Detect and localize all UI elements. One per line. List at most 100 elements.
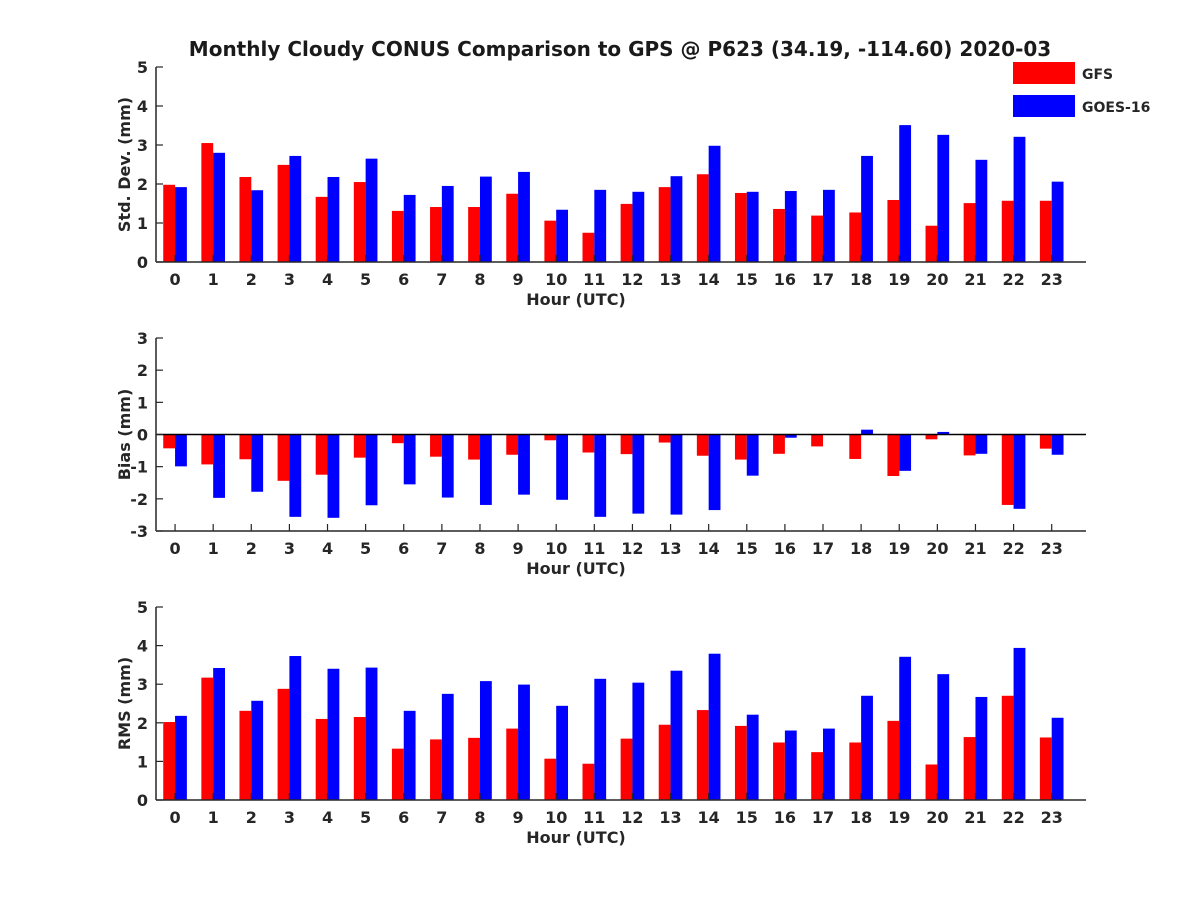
rms-xtick-label: 13 [659, 808, 681, 827]
rms-bar-goes16-hour-10 [556, 705, 569, 800]
bias-bar-gfs-hour-1 [201, 434, 214, 465]
bias-bar-gfs-hour-20 [925, 434, 938, 440]
rms-bar-gfs-hour-2 [239, 710, 252, 800]
std-dev-bar-gfs-hour-20 [925, 225, 938, 262]
rms-bar-goes16-hour-3 [289, 656, 302, 800]
rms-bar-goes16-hour-21 [975, 696, 988, 800]
std-dev-bar-gfs-hour-17 [811, 215, 824, 262]
bias-xtick-label: 3 [284, 539, 295, 558]
std-dev-xtick-label: 7 [436, 270, 447, 289]
rms-xtick-label: 21 [964, 808, 986, 827]
rms-bar-goes16-hour-22 [1013, 647, 1026, 800]
std-dev-bar-goes16-hour-17 [823, 189, 835, 262]
bias-bar-gfs-hour-23 [1039, 434, 1052, 449]
bias-bar-goes16-hour-3 [289, 434, 302, 517]
legend-label-goes16: GOES-16 [1082, 100, 1150, 116]
rms-xtick-label: 12 [621, 808, 643, 827]
bias-xtick-label: 2 [246, 539, 257, 558]
std-dev-ytick-label: 4 [137, 97, 148, 116]
rms-bar-gfs-hour-0 [163, 722, 176, 800]
std-dev-bar-goes16-hour-13 [670, 176, 683, 262]
bias-xtick-label: 21 [964, 539, 986, 558]
bias-xtick-label: 1 [208, 539, 219, 558]
std-dev-bar-goes16-hour-14 [708, 145, 721, 262]
bias-bar-gfs-hour-8 [468, 434, 480, 460]
rms-ytick-label: 0 [137, 791, 148, 810]
std-dev-bar-gfs-hour-4 [315, 196, 328, 262]
std-dev-xtick-label: 9 [513, 270, 524, 289]
rms-bar-gfs-hour-10 [544, 758, 557, 800]
std-dev-bar-goes16-hour-18 [861, 155, 873, 262]
std-dev-xtick-label: 14 [698, 270, 720, 289]
std-dev-bar-gfs-hour-21 [963, 203, 976, 262]
rms-bar-gfs-hour-6 [391, 748, 404, 800]
bias-bar-gfs-hour-3 [277, 434, 290, 481]
rms-xtick-label: 11 [583, 808, 605, 827]
rms-bar-gfs-hour-23 [1039, 737, 1052, 800]
std-dev-xtick-label: 22 [1002, 270, 1024, 289]
std-dev-bar-gfs-hour-11 [582, 232, 595, 262]
std-dev-ytick-label: 0 [137, 253, 148, 272]
std-dev-bar-gfs-hour-8 [468, 207, 480, 262]
bias-xtick-label: 10 [545, 539, 567, 558]
std-dev-bar-gfs-hour-0 [163, 184, 176, 262]
rms-bar-gfs-hour-16 [773, 742, 785, 800]
rms-bar-gfs-hour-17 [811, 752, 824, 800]
rms-bar-gfs-hour-3 [277, 688, 290, 800]
std-dev-bar-goes16-hour-16 [784, 191, 797, 262]
bias-ytick-label: -2 [130, 490, 148, 509]
rms-xtick-label: 4 [322, 808, 333, 827]
rms-bar-goes16-hour-13 [670, 670, 683, 800]
std-dev-ytick-label: 5 [137, 58, 148, 77]
legend-swatch-gfs [1013, 62, 1075, 84]
bias-bar-gfs-hour-11 [582, 434, 595, 453]
bias-bar-goes16-hour-12 [632, 434, 645, 514]
rms-xtick-label: 19 [888, 808, 910, 827]
bias-xtick-label: 0 [169, 539, 180, 558]
std-dev-bar-goes16-hour-8 [479, 176, 492, 262]
bias-bar-goes16-hour-19 [899, 434, 912, 471]
std-dev-bar-goes16-hour-22 [1013, 136, 1026, 262]
bias-bar-goes16-hour-14 [708, 434, 721, 511]
bias-bar-goes16-hour-20 [937, 431, 950, 435]
std-dev-bar-goes16-hour-11 [594, 189, 607, 262]
rms-xlabel: Hour (UTC) [526, 828, 626, 847]
std-dev-xtick-label: 5 [360, 270, 371, 289]
bias-xlabel: Hour (UTC) [526, 559, 626, 578]
std-dev-bar-gfs-hour-16 [773, 208, 785, 262]
bias-bar-gfs-hour-21 [963, 434, 976, 456]
bias-bar-gfs-hour-10 [544, 434, 557, 441]
std-dev-xtick-label: 17 [812, 270, 834, 289]
bias-xtick-label: 8 [474, 539, 485, 558]
bias-xtick-label: 15 [736, 539, 758, 558]
rms-xtick-label: 18 [850, 808, 872, 827]
rms-bar-gfs-hour-5 [353, 717, 366, 800]
bias-bar-goes16-hour-4 [327, 434, 340, 518]
std-dev-ylabel: Std. Dev. (mm) [115, 97, 134, 232]
std-dev-bar-goes16-hour-15 [746, 191, 759, 262]
bias-bar-goes16-hour-11 [594, 434, 607, 517]
rms-xtick-label: 9 [513, 808, 524, 827]
std-dev-xtick-label: 0 [169, 270, 180, 289]
bias-bar-goes16-hour-15 [746, 434, 759, 476]
bias-xtick-label: 19 [888, 539, 910, 558]
bias-ytick-label: -1 [130, 458, 148, 477]
bias-xtick-label: 6 [398, 539, 409, 558]
rms-xtick-label: 14 [698, 808, 720, 827]
std-dev-xtick-label: 18 [850, 270, 872, 289]
rms-xtick-label: 8 [474, 808, 485, 827]
std-dev-bar-gfs-hour-9 [506, 193, 519, 262]
bias-bar-goes16-hour-7 [441, 434, 454, 498]
std-dev-xtick-label: 2 [246, 270, 257, 289]
rms-bar-gfs-hour-11 [582, 763, 595, 800]
std-dev-bar-goes16-hour-12 [632, 191, 645, 262]
std-dev-bar-goes16-hour-7 [441, 185, 454, 262]
bias-ytick-label: 1 [137, 393, 148, 412]
bias-xtick-label: 16 [774, 539, 796, 558]
rms-xtick-label: 5 [360, 808, 371, 827]
std-dev-bar-goes16-hour-21 [975, 159, 988, 262]
rms-bar-goes16-hour-16 [784, 730, 797, 800]
std-dev-xtick-label: 20 [926, 270, 948, 289]
